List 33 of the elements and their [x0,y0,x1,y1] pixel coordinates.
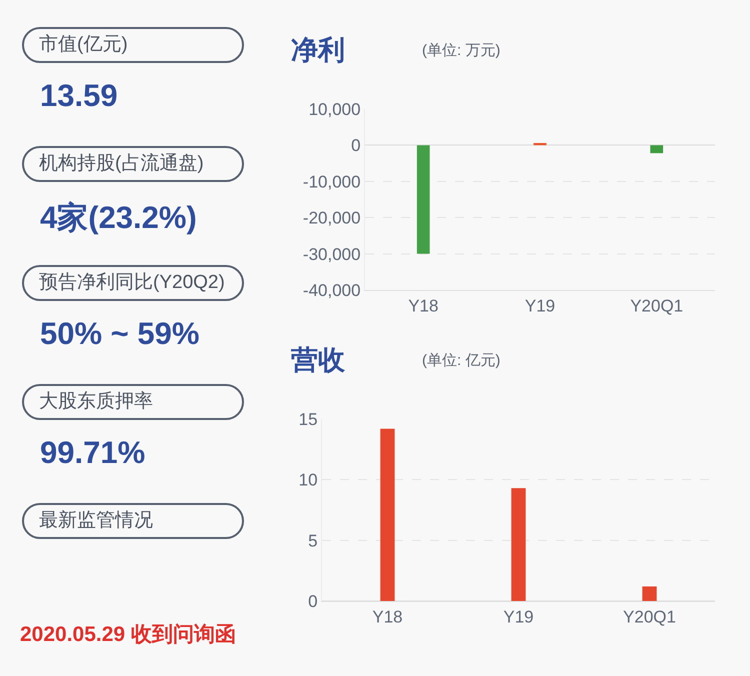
text: 市值(亿元) [22,27,244,63]
x-tick-label: Y19 [503,607,534,626]
y-tick-label: 0 [308,592,318,611]
y-tick-label: 5 [308,531,318,550]
chart-subtitle: (单位: 万元) [422,41,500,60]
text: 13.59 [40,78,118,114]
text: 机构持股(占流通盘) [22,146,244,182]
chart-title: 净利 [291,34,345,67]
text: 50% ~ 59% [40,316,200,352]
y-tick-label: 0 [351,136,361,156]
bar [642,586,657,601]
y-tick-label: -10,000 [302,172,361,192]
x-tick-label: Y18 [408,296,438,316]
text: 99.71% [40,435,146,471]
y-tick-label: -20,000 [302,208,361,228]
x-tick-label: Y19 [524,296,556,316]
y-tick-label: 15 [298,410,318,429]
y-tick-label: -30,000 [302,244,361,264]
x-tick-label: Y18 [372,607,403,626]
y-tick-label: -40,000 [302,280,361,300]
chart-title: 营收 [291,344,345,377]
chart-subtitle: (单位: 亿元) [422,351,500,370]
y-tick-label: 10,000 [308,100,361,119]
text: 2020.05.29 收到问询函 [20,622,236,648]
text: 最新监管情况 [22,503,244,539]
bar [511,488,526,601]
y-tick-label: 10 [298,470,318,490]
text: 4家(23.2%) [40,199,197,237]
text: 大股东质押率 [22,384,244,420]
text: 预告净利同比(Y20Q2) [22,265,244,301]
bar [380,428,395,601]
x-tick-label: Y20Q1 [630,296,684,316]
x-tick-label: Y20Q1 [623,607,676,626]
